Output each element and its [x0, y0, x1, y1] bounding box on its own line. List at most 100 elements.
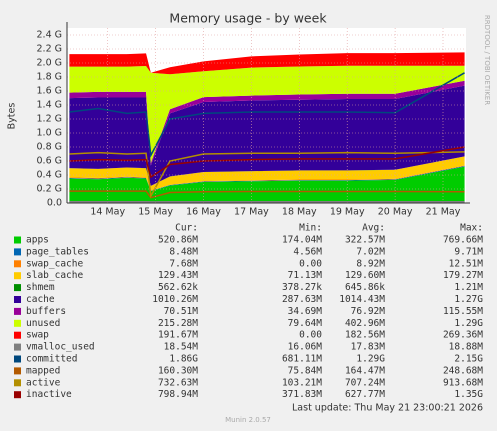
x-tick-label: 18 May: [282, 207, 317, 218]
legend-label: page_tables: [26, 246, 89, 257]
stacked-area: [69, 156, 465, 191]
stat-value: 12.51M: [449, 258, 484, 269]
x-tick-label: 14 May: [90, 207, 125, 218]
stat-value: 179.27M: [443, 270, 483, 281]
x-tick-label: 16 May: [186, 207, 221, 218]
stat-value: 913.68M: [443, 377, 483, 388]
stat-value: 1.35G: [454, 389, 483, 400]
stat-value: 681.11M: [282, 354, 322, 365]
stat-value: 4.56M: [293, 246, 322, 257]
stat-value: 562.62k: [158, 282, 198, 293]
series-line: [69, 151, 465, 199]
legend-label: buffers: [26, 306, 66, 317]
x-tick-label: 17 May: [234, 207, 269, 218]
legend-label: active: [26, 377, 61, 388]
legend-swatch: [14, 284, 21, 292]
stat-value: 248.68M: [443, 365, 483, 376]
legend-swatch: [14, 343, 21, 351]
legend-label: slab_cache: [26, 270, 83, 281]
stat-value: 18.54M: [164, 342, 199, 353]
stat-value: 103.21M: [282, 377, 322, 388]
stat-value: 645.86k: [345, 282, 385, 293]
stat-value: 8.92M: [356, 258, 385, 269]
stat-value: 732.63M: [158, 377, 198, 388]
stat-value: 17.83M: [351, 342, 386, 353]
y-tick-label: 0.8 G: [37, 142, 63, 153]
y-tick-label: 1.6 G: [37, 86, 63, 97]
stat-value: 0.00: [299, 330, 322, 341]
y-tick-label: 0.6 G: [37, 156, 63, 167]
stat-value: 191.67M: [158, 330, 198, 341]
stat-value: 18.88M: [449, 342, 484, 353]
legend-label: swap: [26, 330, 49, 341]
legend-swatch: [14, 391, 21, 399]
stat-value: 1.27G: [454, 294, 483, 305]
stat-value: 0.00: [299, 258, 322, 269]
version: Munin 2.0.57: [225, 416, 271, 424]
stat-value: 164.47M: [345, 365, 385, 376]
stat-value: 287.63M: [282, 294, 322, 305]
series-line: [69, 146, 465, 179]
x-tick-label: 20 May: [378, 207, 413, 218]
stat-value: 160.30M: [158, 365, 198, 376]
series-line: [69, 72, 465, 158]
footer: Last update: Thu May 21 23:00:21 2026: [292, 403, 483, 414]
legend-swatch: [14, 296, 21, 303]
stat-value: 129.43M: [158, 270, 198, 281]
y-tick-label: 1.8 G: [37, 72, 63, 83]
side-text: RRDTOOL / TOBI OETIKER: [483, 15, 491, 105]
stat-value: 769.66M: [443, 235, 483, 246]
stat-value: 16.06M: [288, 342, 323, 353]
legend-swatch: [14, 331, 21, 339]
stacked-area: [69, 85, 465, 186]
stat-value: 215.28M: [158, 318, 198, 329]
stat-value: 9.71M: [454, 246, 483, 257]
stat-value: 1010.26M: [152, 294, 198, 305]
stacked-area: [69, 65, 465, 164]
y-tick-label: 2.0 G: [37, 58, 63, 69]
x-tick-label: 21 May: [426, 207, 461, 218]
stat-value: 269.36M: [443, 330, 483, 341]
stat-value: 520.86M: [158, 235, 198, 246]
stat-value: 627.77M: [345, 389, 385, 400]
stat-value: 1.21M: [454, 282, 483, 293]
y-tick-label: 0.2 G: [37, 184, 63, 195]
stats-header: Cur:: [175, 223, 198, 234]
stat-value: 75.84M: [288, 365, 323, 376]
legend-label: shmem: [26, 282, 55, 293]
stacked-area: [69, 166, 465, 203]
y-axis-label: Bytes: [7, 103, 18, 130]
legend-swatch: [14, 236, 21, 244]
stat-value: 71.13M: [288, 270, 323, 281]
stat-value: 7.02M: [356, 246, 385, 257]
stat-value: 174.04M: [282, 235, 322, 246]
y-tick-label: 2.2 G: [37, 44, 63, 55]
stats-header: Min:: [299, 223, 322, 234]
stat-value: 70.51M: [164, 306, 199, 317]
legend-label: mapped: [26, 365, 60, 376]
stat-value: 8.48M: [169, 246, 198, 257]
stat-value: 1.29G: [356, 354, 385, 365]
stat-value: 2.15G: [454, 354, 483, 365]
legend-label: vmalloc_used: [26, 342, 95, 353]
stat-value: 115.55M: [443, 306, 483, 317]
stat-value: 34.69M: [288, 306, 323, 317]
legend-label: cache: [26, 294, 55, 305]
legend-label: inactive: [26, 389, 72, 400]
x-tick-label: 15 May: [138, 207, 173, 218]
stat-value: 1.86G: [169, 354, 198, 365]
stats-header: Max:: [460, 223, 483, 234]
stats-header: Avg:: [362, 223, 385, 234]
stat-value: 1014.43M: [339, 294, 385, 305]
legend-swatch: [14, 379, 21, 387]
legend-swatch: [14, 307, 21, 315]
stat-value: 1.29G: [454, 318, 483, 329]
stacked-area: [69, 52, 465, 75]
y-tick-label: 0.4 G: [37, 170, 63, 181]
legend-swatch: [14, 248, 21, 256]
legend-swatch: [14, 367, 21, 375]
stat-value: 378.27k: [282, 282, 322, 293]
legend-swatch: [14, 355, 21, 363]
